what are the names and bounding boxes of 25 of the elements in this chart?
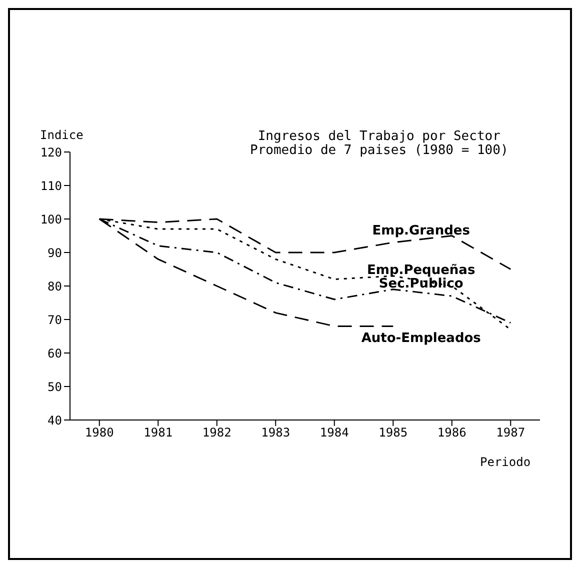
x-tick-label: 1985 bbox=[378, 426, 408, 440]
y-tick-label: 90 bbox=[48, 246, 62, 260]
x-tick-label: 1986 bbox=[437, 426, 466, 440]
series-label: Sec.Publico bbox=[378, 276, 464, 292]
x-tick-label: 1980 bbox=[84, 426, 114, 440]
chart-title: Ingresos del Trabajo por Sector bbox=[256, 129, 502, 144]
y-tick-label: 110 bbox=[40, 178, 62, 193]
x-tick-label: 1987 bbox=[496, 426, 526, 440]
y-tick-label: 60 bbox=[48, 346, 62, 360]
series-label: Emp.Grandes bbox=[372, 223, 470, 238]
series-label: Auto-Empleados bbox=[361, 331, 482, 346]
y-tick-label: 50 bbox=[48, 380, 62, 394]
y-tick-label: 70 bbox=[48, 312, 62, 327]
series-label: Emp.Pequeñas bbox=[367, 262, 476, 278]
y-tick-label: 80 bbox=[48, 279, 62, 294]
y-axis-title: Indice bbox=[40, 128, 84, 142]
x-axis-title: Periodo bbox=[480, 455, 531, 469]
x-tick-label: 1981 bbox=[144, 426, 173, 440]
x-tick-label: 1984 bbox=[320, 426, 349, 440]
y-tick-label: 40 bbox=[48, 413, 62, 428]
y-tick-label: 100 bbox=[40, 212, 62, 226]
chart-subtitle: Promedio de 7 paises (1980 = 100) bbox=[250, 143, 508, 158]
y-tick-label: 120 bbox=[40, 145, 62, 160]
x-tick-label: 1982 bbox=[202, 426, 232, 440]
x-tick-label: 1983 bbox=[261, 426, 290, 440]
